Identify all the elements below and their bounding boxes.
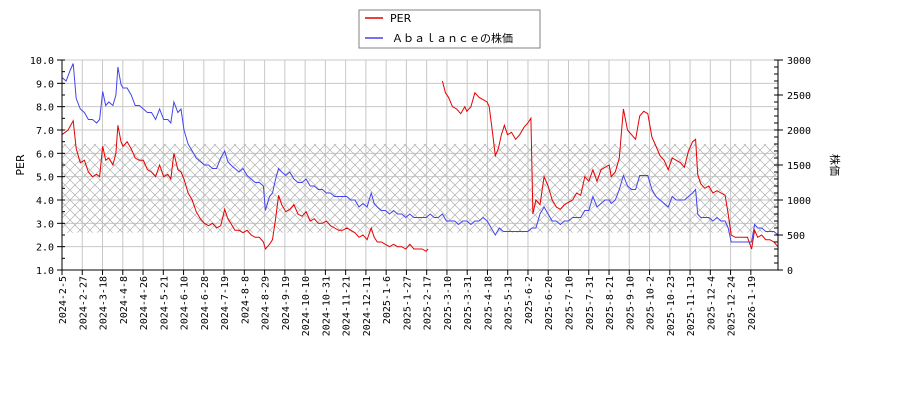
x-tick-label: 2024-12-11 xyxy=(362,276,373,336)
x-tick-label: 2024-11-21 xyxy=(342,276,353,336)
x-tick-label: 2025-4-18 xyxy=(483,276,494,330)
x-tick-label: 2025-10-23 xyxy=(666,276,677,336)
x-tick-label: 2025-3-31 xyxy=(463,276,474,330)
x-tick-label: 2025-8-21 xyxy=(605,276,616,330)
x-tick-label: 2024-3-18 xyxy=(99,276,110,330)
x-tick-label: 2025-3-10 xyxy=(443,276,454,330)
left-tick-label: 9.0 xyxy=(36,79,54,90)
x-tick-label: 2025-12-24 xyxy=(727,276,738,336)
right-tick-label: 2500 xyxy=(787,91,811,102)
x-tick-label: 2024-7-19 xyxy=(220,276,231,330)
right-tick-label: 500 xyxy=(787,231,805,242)
x-tick-label: 2025-5-13 xyxy=(504,276,515,330)
series-lines xyxy=(61,63,779,252)
x-tick-label: 2025-9-10 xyxy=(625,276,636,330)
x-tick-label: 2025-6-2 xyxy=(524,276,535,324)
x-tick-label: 2024-10-31 xyxy=(321,276,332,336)
left-tick-label: 1.0 xyxy=(36,266,54,277)
series-line-price xyxy=(61,63,779,243)
right-y-axis-ticks: 0 500 1000 1500 2000 2500 3000 xyxy=(774,56,811,277)
x-tick-label: 2024-10-10 xyxy=(301,276,312,336)
x-tick-label: 2025-10-2 xyxy=(646,276,657,330)
x-tick-label: 2024-8-8 xyxy=(240,276,251,324)
x-tick-label: 2024-2-27 xyxy=(78,276,89,330)
x-tick-label: 2025-7-10 xyxy=(565,276,576,330)
x-tick-label: 2024-4-26 xyxy=(139,276,150,330)
left-tick-label: 2.0 xyxy=(36,243,54,254)
left-y-axis-ticks: 1.0 2.0 3.0 4.0 5.0 6.0 7.0 8.0 9.0 10.0 xyxy=(30,56,65,277)
right-y-axis-label: 株価 xyxy=(828,154,842,176)
x-tick-label: 2024-6-10 xyxy=(180,276,191,330)
left-y-axis-label: PER xyxy=(14,154,27,176)
left-tick-label: 10.0 xyxy=(30,56,54,67)
x-tick-label: 2024-5-21 xyxy=(159,276,170,330)
shaded-per-band xyxy=(62,144,778,233)
right-tick-label: 0 xyxy=(787,266,793,277)
x-tick-label: 2025-7-31 xyxy=(585,276,596,330)
right-tick-label: 1500 xyxy=(787,161,811,172)
left-tick-label: 4.0 xyxy=(36,196,54,207)
right-tick-label: 3000 xyxy=(787,56,811,67)
series-line-per xyxy=(61,80,779,252)
x-tick-label: 2025-6-20 xyxy=(544,276,555,330)
legend-label-price: Ａｂａｌａｎｃｅの株価 xyxy=(392,31,513,45)
x-tick-label: 2025-11-13 xyxy=(686,276,697,336)
x-axis-ticks: 2024-2-5 2024-2-27 2024-3-18 2024-4-8 2024-4… xyxy=(58,270,758,336)
x-tick-label: 2025-2-17 xyxy=(423,276,434,330)
left-tick-label: 5.0 xyxy=(36,173,54,184)
left-tick-label: 3.0 xyxy=(36,219,54,230)
legend: PER Ａｂａｌａｎｃｅの株価 xyxy=(358,9,541,49)
x-tick-label: 2026-1-19 xyxy=(747,276,758,330)
legend-box xyxy=(358,9,541,49)
right-tick-label: 2000 xyxy=(787,126,811,137)
x-tick-label: 2025-12-4 xyxy=(706,276,717,330)
x-tick-label: 2025-1-6 xyxy=(382,276,393,324)
x-tick-label: 2024-6-28 xyxy=(200,276,211,330)
right-tick-label: 1000 xyxy=(787,196,811,207)
x-tick-label: 2024-9-19 xyxy=(281,276,292,330)
x-tick-label: 2024-2-5 xyxy=(58,276,69,324)
left-tick-label: 8.0 xyxy=(36,103,54,114)
left-tick-label: 6.0 xyxy=(36,149,54,160)
x-tick-label: 2025-1-27 xyxy=(402,276,413,330)
legend-label-per: PER xyxy=(390,12,412,25)
x-tick-label: 2024-8-29 xyxy=(261,276,272,330)
x-tick-label: 2024-4-8 xyxy=(119,276,130,324)
left-tick-label: 7.0 xyxy=(36,126,54,137)
per-range-band xyxy=(62,144,778,233)
